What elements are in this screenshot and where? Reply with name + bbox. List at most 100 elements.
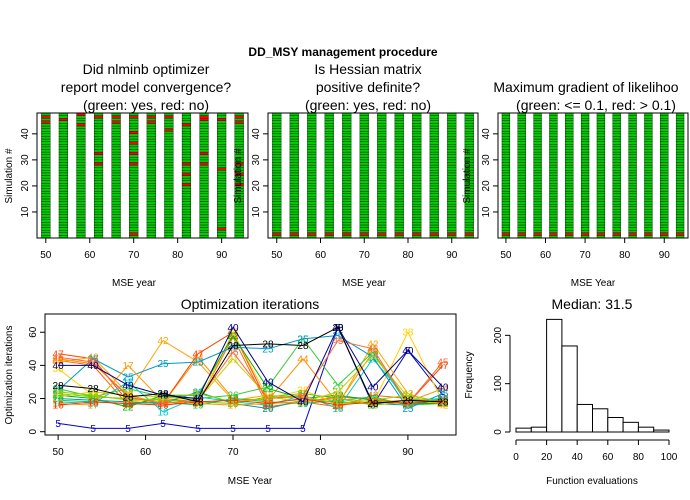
hessian-cell bbox=[412, 138, 422, 142]
histogram-title: Median: 31.5 bbox=[552, 296, 633, 312]
convergence-cell bbox=[41, 214, 51, 218]
convergence-cell bbox=[41, 118, 51, 121]
gradient-cell bbox=[644, 162, 653, 166]
hessian-cell bbox=[412, 188, 422, 192]
convergence-cell bbox=[164, 154, 174, 158]
gradient-cell bbox=[501, 159, 511, 163]
hessian-cell bbox=[412, 128, 422, 132]
hessian-cell bbox=[272, 138, 282, 142]
convergence-cell bbox=[76, 203, 86, 207]
iterations-point-label: 45 bbox=[332, 336, 344, 347]
hessian-cell bbox=[272, 164, 282, 168]
convergence-cell bbox=[146, 230, 156, 233]
iterations-point-label: 42 bbox=[53, 358, 65, 369]
hessian-cell bbox=[289, 149, 299, 153]
hessian-cell bbox=[272, 115, 282, 119]
hessian-cell bbox=[272, 216, 282, 220]
convergence-cell bbox=[234, 133, 244, 137]
hessian-cell bbox=[342, 120, 352, 124]
hessian-cell bbox=[429, 157, 439, 161]
gradient-cell bbox=[612, 172, 621, 176]
convergence-cell bbox=[76, 133, 86, 137]
hessian-cell bbox=[394, 175, 404, 179]
iterations-point-label: 25 bbox=[53, 386, 65, 397]
iterations-point-label: 22 bbox=[192, 391, 204, 402]
convergence-cell bbox=[76, 154, 86, 158]
histogram-bar bbox=[546, 318, 563, 433]
histogram-y-tick-label: 200 bbox=[493, 327, 504, 344]
hessian-cell bbox=[377, 188, 387, 192]
convergence-cell bbox=[217, 230, 227, 233]
iterations-point-label: 22 bbox=[262, 384, 274, 395]
iterations-point-label: 26 bbox=[437, 399, 449, 410]
hessian-cell bbox=[342, 224, 352, 228]
hessian-cell bbox=[447, 151, 457, 155]
gradient-cell bbox=[517, 162, 526, 166]
hessian-cell bbox=[464, 136, 474, 140]
gradient-cell bbox=[675, 177, 685, 181]
convergence-cell bbox=[181, 224, 192, 228]
convergence-cell bbox=[41, 159, 51, 163]
gradient-cell bbox=[580, 216, 590, 220]
convergence-cell bbox=[76, 211, 86, 215]
convergence-cell bbox=[41, 232, 51, 236]
hessian-cell bbox=[429, 172, 439, 176]
iterations-point-label: 42 bbox=[123, 389, 135, 400]
gradient-cell bbox=[549, 211, 558, 215]
convergence-cell bbox=[76, 209, 86, 213]
hessian-cell bbox=[324, 180, 334, 184]
convergence-cell bbox=[76, 123, 86, 127]
hessian-cell bbox=[289, 128, 299, 132]
hessian-cell bbox=[324, 138, 334, 142]
gradient-cell bbox=[565, 211, 574, 215]
hessian-cell bbox=[342, 180, 352, 184]
gradient-cell bbox=[596, 154, 606, 158]
gradient-cell bbox=[660, 146, 669, 150]
hessian-cell bbox=[307, 123, 317, 127]
gradient-cell bbox=[596, 118, 606, 121]
hessian-cell bbox=[342, 133, 352, 137]
convergence-cell bbox=[199, 201, 209, 205]
gradient-cell bbox=[501, 190, 511, 194]
gradient-cell bbox=[675, 224, 685, 228]
gradient-x-tick-label: 50 bbox=[500, 250, 512, 261]
convergence-cell bbox=[146, 159, 156, 163]
gradient-cell bbox=[612, 125, 621, 129]
convergence-cell bbox=[181, 201, 192, 205]
hessian-cell bbox=[289, 120, 299, 124]
hessian-cell bbox=[429, 138, 439, 142]
gradient-cell bbox=[675, 188, 685, 192]
convergence-cell bbox=[146, 196, 156, 200]
gradient-cell bbox=[565, 190, 574, 194]
gradient-cell bbox=[596, 120, 606, 124]
iterations-point-label: 22 bbox=[88, 394, 100, 405]
hessian-cell bbox=[464, 224, 474, 228]
hessian-cell bbox=[359, 224, 369, 228]
hessian-cell bbox=[359, 201, 369, 205]
convergence-cell bbox=[146, 123, 156, 127]
gradient-cell bbox=[517, 118, 526, 121]
hessian-cell bbox=[359, 180, 369, 184]
gradient-cell bbox=[612, 211, 621, 215]
hessian-cell bbox=[429, 123, 439, 127]
hessian-cell bbox=[412, 123, 422, 127]
convergence-cell bbox=[111, 219, 121, 223]
gradient-cell bbox=[549, 115, 558, 119]
iterations-point-label: 17 bbox=[227, 401, 239, 412]
gradient-cell bbox=[628, 138, 637, 142]
hessian-cell bbox=[412, 157, 422, 161]
gradient-panel: Maximum gradient of likelihoo (green: <=… bbox=[462, 79, 689, 289]
convergence-cell bbox=[217, 149, 227, 153]
gradient-cell bbox=[644, 123, 653, 127]
convergence-cell bbox=[199, 170, 209, 174]
gradient-cell bbox=[644, 227, 653, 231]
iterations-point-label: 42 bbox=[262, 391, 274, 402]
hessian-cell bbox=[429, 232, 439, 236]
convergence-cell bbox=[217, 162, 227, 166]
convergence-cell bbox=[111, 146, 121, 150]
gradient-cell bbox=[533, 193, 542, 197]
convergence-cell bbox=[217, 203, 227, 207]
gradient-cell bbox=[580, 138, 590, 142]
gradient-cell bbox=[596, 144, 606, 148]
gradient-cell bbox=[644, 224, 653, 228]
